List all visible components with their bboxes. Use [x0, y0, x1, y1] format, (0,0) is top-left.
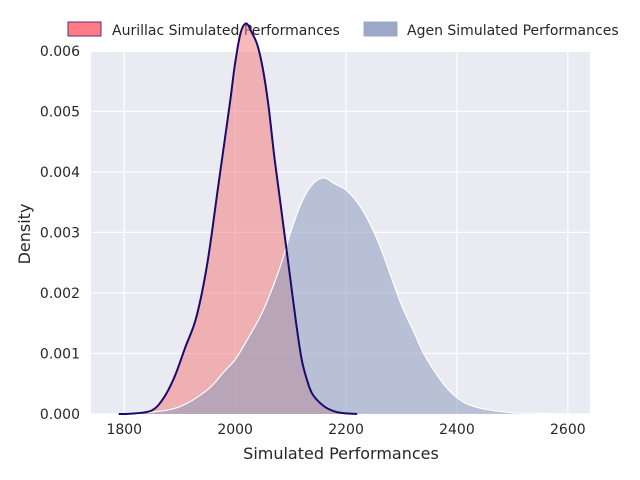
y-tick-label: 0.000	[40, 407, 80, 423]
legend-swatch-aurillac	[67, 21, 102, 37]
y-tick-label: 0.001	[40, 346, 80, 362]
legend-label-agen: Agen Simulated Performances	[407, 23, 619, 39]
x-tick-label: 2200	[328, 422, 364, 438]
y-tick-label: 0.004	[40, 165, 80, 181]
y-tick-label: 0.002	[40, 286, 80, 302]
x-tick-label: 1800	[106, 422, 142, 438]
legend: Aurillac Simulated Performances Agen Sim…	[67, 21, 619, 39]
y-axis-title: Density	[15, 204, 34, 265]
y-tick-label: 0.006	[40, 44, 80, 60]
x-tick-label: 2000	[217, 422, 253, 438]
series-layer	[118, 22, 568, 415]
tick-labels: 1800 2000 2200 2400 2600 0.000 0.001 0.002 0.003…	[40, 44, 586, 438]
legend-label-aurillac: Aurillac Simulated Performances	[112, 23, 340, 39]
agen-density-line	[124, 177, 568, 415]
y-tick-label: 0.005	[40, 104, 80, 120]
legend-swatch-agen	[363, 21, 398, 37]
x-axis-title: Simulated Performances	[243, 444, 439, 463]
x-tick-label: 2600	[550, 422, 586, 438]
agen-density-area	[124, 177, 568, 414]
y-tick-label: 0.003	[40, 225, 80, 241]
aurillac-density-area	[118, 23, 358, 415]
aurillac-density-line	[118, 22, 358, 415]
x-tick-label: 2400	[439, 422, 475, 438]
